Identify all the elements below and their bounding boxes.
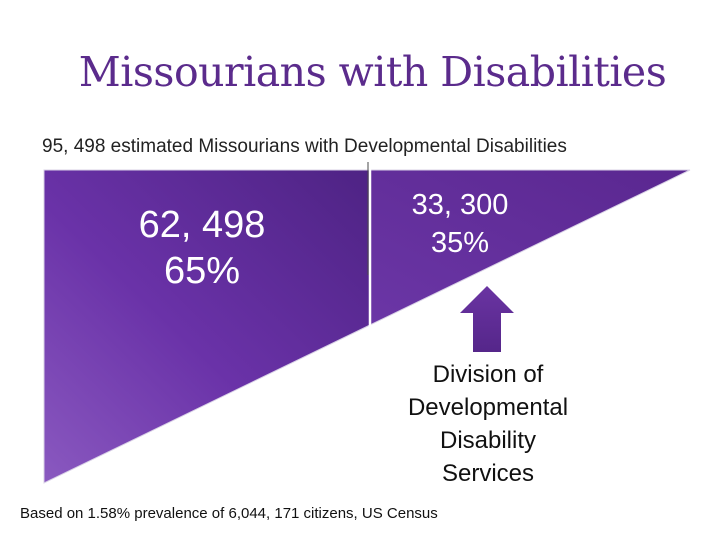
segment-right-percent: 35%: [430, 227, 490, 259]
page-title: Missourians with Disabilities: [78, 48, 667, 96]
subtitle: 95, 498 estimated Missourians with Devel…: [42, 136, 567, 157]
division-line: Disability: [439, 427, 537, 454]
segment-right-count: 33, 300: [411, 189, 509, 221]
segment-left-count: 62, 498: [138, 204, 266, 246]
up-arrow-icon: [460, 286, 514, 352]
segment-right-label: 33, 300 35%: [390, 186, 530, 262]
division-line: Developmental: [407, 394, 569, 421]
division-line: Services: [441, 460, 535, 487]
division-label: Division of Developmental Disability Ser…: [378, 358, 598, 490]
segment-left-label: 62, 498 65%: [112, 202, 292, 294]
segment-left-percent: 65%: [163, 250, 241, 292]
division-line: Division of: [432, 361, 544, 388]
footnote: Based on 1.58% prevalence of 6,044, 171 …: [20, 505, 438, 522]
